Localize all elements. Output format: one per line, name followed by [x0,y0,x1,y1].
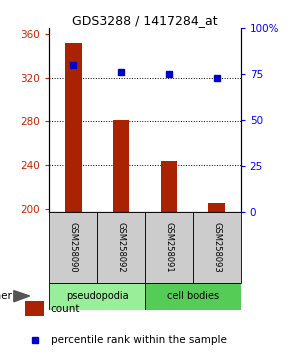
Text: GSM258093: GSM258093 [212,222,221,273]
Text: count: count [50,303,80,314]
Text: other: other [0,291,12,301]
Bar [145,212,193,283]
Text: GSM258092: GSM258092 [117,222,126,273]
Text: pseudopodia: pseudopodia [66,291,128,302]
Bar [49,212,97,283]
Bar [49,283,145,310]
Bar [193,212,241,283]
Title: GDS3288 / 1417284_at: GDS3288 / 1417284_at [72,14,218,27]
Bar [145,283,241,310]
Bar [161,161,177,212]
Bar [65,42,81,212]
Polygon shape [14,291,30,302]
Bar [209,202,225,212]
Text: GSM258091: GSM258091 [164,222,173,273]
Text: percentile rank within the sample: percentile rank within the sample [50,335,226,345]
Bar [97,212,145,283]
Bar [25,301,44,316]
Text: GSM258090: GSM258090 [69,222,78,273]
Bar [113,120,129,212]
Text: cell bodies: cell bodies [167,291,219,302]
